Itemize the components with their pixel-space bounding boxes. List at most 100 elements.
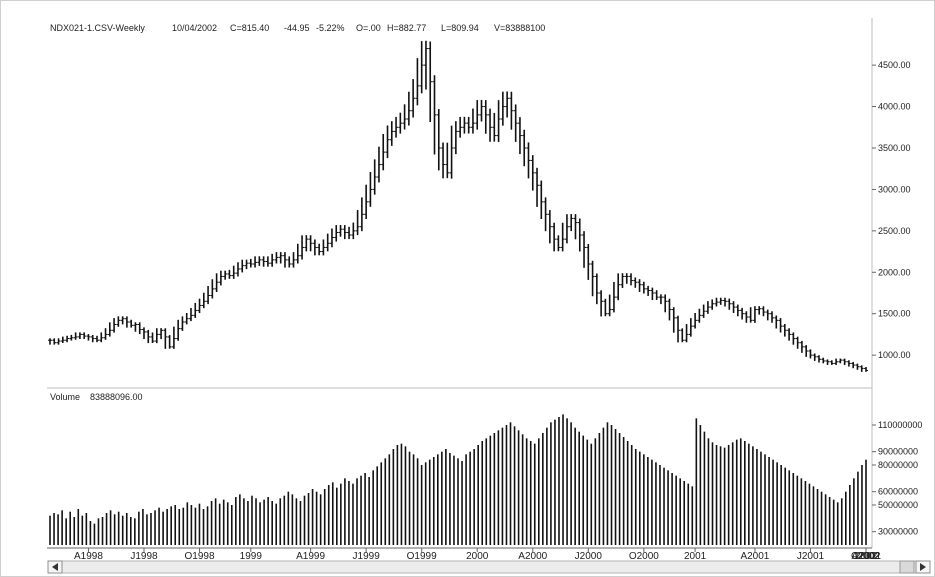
price-bar [697, 308, 702, 323]
price-bar [761, 306, 766, 317]
price-bar [445, 142, 450, 179]
price-bar [248, 258, 253, 268]
price-bar [295, 243, 300, 264]
price-bar [470, 108, 475, 134]
price-panel: 1000.00 1500.00 2000.00 2500.00 3000.00 3500.… [48, 40, 911, 372]
price-bar [137, 322, 142, 335]
price-y-tick-label: 2500.00 [878, 226, 911, 236]
x-tick-label: J1998 [130, 551, 158, 562]
volume-axis: 30000000 50000000 60000000 80000000 90000000… [872, 420, 922, 537]
price-bar [112, 318, 117, 333]
price-y-tick-label: 2000.00 [878, 267, 911, 277]
price-bar [133, 322, 138, 332]
price-bar [159, 328, 164, 340]
price-bar [274, 252, 279, 264]
price-bar [287, 256, 292, 268]
volume-y-tick-label: 60000000 [878, 487, 918, 497]
price-bar [415, 58, 420, 106]
price-bar [419, 41, 424, 94]
price-bar [376, 146, 381, 183]
price-bar [530, 155, 535, 191]
volume-header: Volume 83888096.00 [50, 392, 143, 402]
price-bar [184, 312, 189, 325]
x-tick-label: 2001 [684, 551, 707, 562]
header-volume: V=83888100 [494, 23, 545, 33]
x-tick-label: 1999 [240, 551, 263, 562]
price-bar [513, 104, 518, 142]
price-bar [141, 327, 146, 340]
price-bar [505, 91, 510, 118]
price-bar [201, 292, 206, 309]
price-bar [611, 281, 616, 313]
price-bar [334, 225, 339, 242]
volume-y-tick-label: 30000000 [878, 527, 918, 537]
price-bar [103, 328, 108, 340]
price-bar [231, 265, 236, 279]
price-bar [355, 210, 360, 236]
header-low: L=809.94 [441, 23, 479, 33]
price-header: NDX021-1.CSV-Weekly 10/04/2002 C=815.40 … [50, 23, 545, 33]
price-bar [308, 235, 313, 252]
price-bar [804, 345, 809, 357]
price-bar [825, 359, 830, 365]
price-bar [509, 91, 514, 130]
scroll-left-arrow-icon [52, 563, 58, 571]
price-bar [180, 316, 185, 331]
price-bar [667, 298, 672, 321]
x-tick-label: 2002 [855, 551, 878, 562]
scrollbar-track[interactable] [47, 560, 917, 574]
x-tick-label: J1999 [353, 551, 381, 562]
price-bar [522, 129, 527, 167]
price-bar [637, 279, 642, 292]
price-bar [641, 281, 646, 294]
price-bar [680, 328, 685, 343]
price-bar [351, 222, 356, 240]
price-bar [479, 99, 484, 122]
price-bar [629, 273, 634, 286]
price-bar [210, 279, 215, 299]
price-bar [389, 121, 394, 146]
price-bar [265, 256, 270, 267]
x-axis: A1998 J1998 O1998 1999 A1999 J1999 O1999 2000 A2… [47, 547, 881, 562]
price-bar [757, 306, 762, 315]
price-bar [620, 273, 625, 288]
price-bar [710, 299, 715, 310]
price-bar [607, 294, 612, 317]
price-bar [411, 79, 416, 118]
scroll-thumb[interactable] [899, 560, 915, 574]
price-bar [787, 328, 792, 341]
header-change: -44.95 [284, 23, 310, 33]
price-bar [402, 104, 407, 130]
price-bar [539, 180, 544, 220]
volume-y-tick-label: 110000000 [878, 420, 922, 430]
x-tick-label: A1999 [296, 551, 325, 562]
price-bar [218, 270, 223, 286]
x-tick-label: A2001 [740, 551, 769, 562]
price-bar [859, 365, 864, 372]
x-tick-label: O2000 [629, 551, 659, 562]
price-y-tick-label: 4500.00 [878, 60, 911, 70]
price-bar [483, 100, 488, 134]
price-bar [436, 109, 441, 171]
price-bar [257, 256, 262, 266]
price-bar [808, 349, 813, 359]
scroll-right-arrow-icon [920, 563, 926, 571]
price-bar [94, 335, 99, 343]
price-y-tick-label: 3500.00 [878, 143, 911, 153]
price-bar [594, 273, 599, 305]
header-high: H=882.77 [387, 23, 426, 33]
price-bar [517, 117, 522, 155]
price-bar [270, 253, 275, 267]
horizontal-scrollbar[interactable] [47, 560, 931, 574]
price-bar [492, 112, 497, 142]
price-bar [633, 277, 638, 288]
x-tick-label: J2000 [575, 551, 603, 562]
price-bar [799, 340, 804, 353]
price-bar [206, 286, 211, 305]
price-bar [748, 307, 753, 323]
price-bar [163, 328, 168, 349]
price-bar [500, 91, 505, 126]
x-tick-label: J2001 [797, 551, 825, 562]
price-bar [129, 319, 134, 328]
price-bar [116, 316, 121, 327]
